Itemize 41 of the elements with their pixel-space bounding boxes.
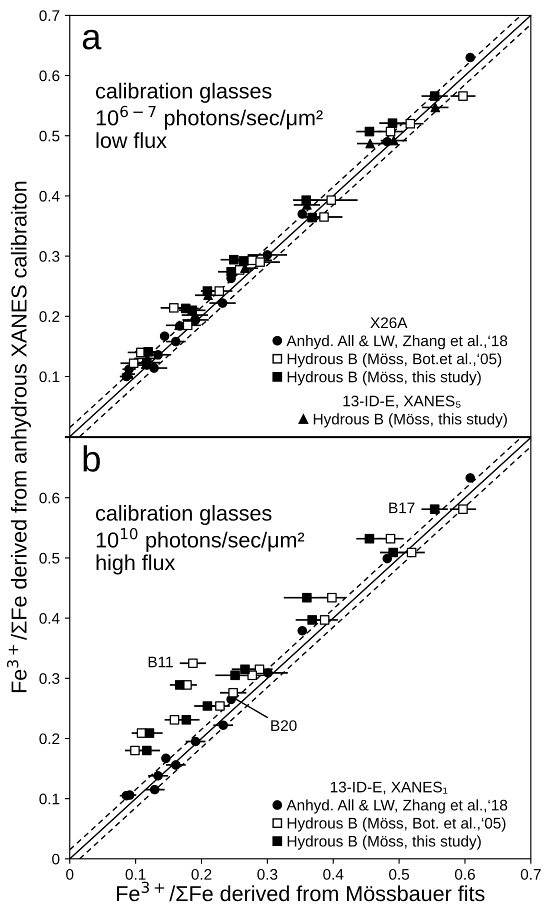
x-tick-label: 0.3 xyxy=(257,868,278,880)
legend-label: Hydrous B (Möss, this study) xyxy=(314,413,507,428)
legend-title: 13-ID-E, XANES₁ xyxy=(330,782,448,794)
legend-label: Hydrous B (Möss, this study) xyxy=(288,835,481,850)
y-tick-label: 0.3 xyxy=(39,250,60,262)
y-tick-label: 0.4 xyxy=(39,612,60,624)
y-tick-label: 0.5 xyxy=(39,552,60,564)
y-tick-label: 0.2 xyxy=(39,733,60,744)
legend-label: Anhyd. All & LW, Zhang et al.,‘18 xyxy=(286,799,508,814)
y-tick-label: 0.6 xyxy=(39,492,60,504)
y-axis-title: Fe$^{3+}$/ΣFe derived from anhydrous XANES calibraiton xyxy=(7,182,31,692)
annotation: B17 xyxy=(389,502,414,514)
y-tick-label: 0.1 xyxy=(39,371,60,382)
legend-title: X26A xyxy=(370,317,408,328)
y-tick-label: 0.1 xyxy=(39,794,60,804)
y-tick-label: 0.7 xyxy=(39,10,60,22)
annotation: B11 xyxy=(148,656,173,668)
x-axis-title: Fe$^{3+}$/ΣFe derived from Mössbauer fits xyxy=(117,882,484,902)
text: calibration glasses 10$^{10}$ photons/sec/μm² high flux xyxy=(96,504,304,574)
text: calibration glasses 10$^{6−7}$ photons/sec/μm² low flux xyxy=(96,82,323,148)
x-tick-label: 0.6 xyxy=(454,868,475,880)
chart-title: b xyxy=(84,445,100,472)
y-tick-label: 0.6 xyxy=(39,70,60,82)
y-tick-label: 0.4 xyxy=(39,190,60,202)
x-tick-label: 0.4 xyxy=(323,868,344,880)
y-tick-label: 0 xyxy=(52,854,60,865)
x-tick-label: 0.2 xyxy=(191,868,212,880)
y-tick-label: 0.3 xyxy=(39,673,60,684)
y-tick-label: 0.2 xyxy=(39,311,60,322)
chart-title: a xyxy=(82,30,102,50)
annotation: 13-ID-E, XANES₅ xyxy=(343,396,461,408)
x-tick-label: 0.1 xyxy=(126,868,146,880)
legend-label: Anhyd. All & LW, Zhang et al.,‘18 xyxy=(286,335,508,350)
x-tick-label: 0.5 xyxy=(389,868,410,880)
x-tick-label: 0.7 xyxy=(520,868,541,880)
y-tick-label: 0.5 xyxy=(39,130,60,142)
legend-label: Hydrous B (Möss, this study) xyxy=(288,371,481,386)
x-tick-label: 0 xyxy=(66,868,74,880)
legend-label: Hydrous B (Möss, Bot.et al.,‘05) xyxy=(288,353,502,368)
legend-label: Hydrous B (Möss, Bot. et al.,‘05) xyxy=(288,817,506,832)
annotation: B20 xyxy=(271,720,297,732)
